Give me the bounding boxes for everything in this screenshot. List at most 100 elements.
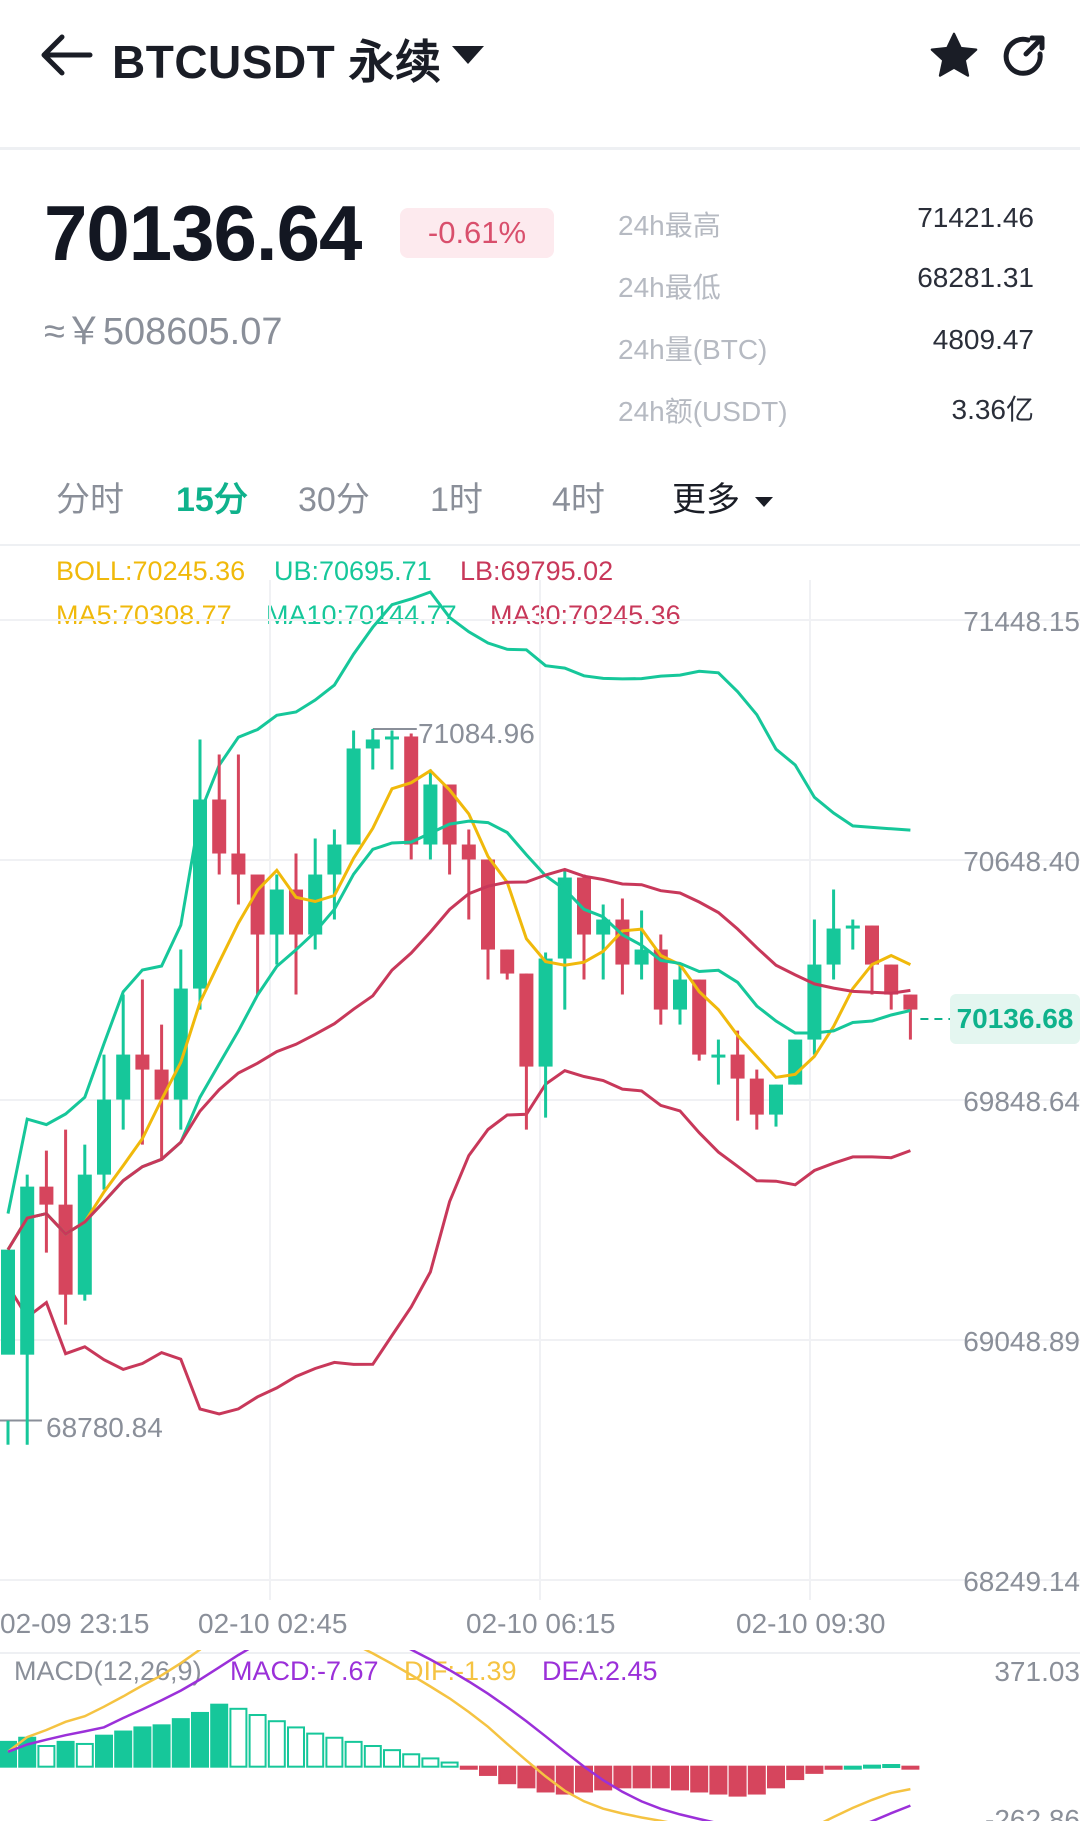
candle-body bbox=[788, 1039, 803, 1085]
macd-bar bbox=[690, 1765, 709, 1793]
symbol-title[interactable]: BTCUSDT 永续 bbox=[112, 36, 442, 88]
tab-more-caret-icon bbox=[755, 497, 774, 508]
candle-body bbox=[193, 799, 207, 989]
legend-ma10: MA10:70144.77 bbox=[266, 600, 457, 630]
macd-bar bbox=[133, 1726, 152, 1768]
tab-30m[interactable]: 30分 bbox=[298, 481, 370, 519]
macd-value: MACD:-7.67 bbox=[230, 1656, 379, 1686]
candle-body bbox=[346, 748, 361, 845]
high-annotation: 71084.96 bbox=[418, 718, 535, 749]
macd-bar bbox=[248, 1714, 267, 1768]
macd-axis-bottom: -262.86 bbox=[985, 1804, 1080, 1821]
candle-body bbox=[116, 1054, 131, 1100]
candle-body bbox=[538, 958, 553, 1067]
macd-bar bbox=[786, 1765, 805, 1781]
candle-body bbox=[20, 1186, 35, 1355]
candle-body bbox=[1, 1249, 15, 1355]
stat-label-volume: 24h量(BTC) bbox=[618, 334, 768, 365]
macd-histogram bbox=[0, 1703, 920, 1797]
candle-body bbox=[327, 844, 342, 875]
tab-time-sharing[interactable]: 分时 bbox=[56, 481, 124, 519]
candle-body bbox=[481, 859, 495, 950]
top-bar: BTCUSDT 永续 bbox=[0, 0, 1080, 150]
macd-bar bbox=[37, 1745, 56, 1768]
candle-body bbox=[289, 889, 303, 935]
tab-more[interactable]: 更多 bbox=[672, 472, 775, 521]
macd-bar bbox=[479, 1765, 497, 1776]
legend-boll: BOLL:70245.36 bbox=[56, 556, 246, 586]
back-arrow-icon[interactable] bbox=[38, 28, 98, 82]
candle-body bbox=[865, 925, 879, 965]
macd-bar bbox=[152, 1724, 171, 1768]
legend-ub: UB:70695.71 bbox=[274, 556, 432, 586]
stat-label-high: 24h最高 bbox=[618, 210, 721, 241]
candle-body bbox=[212, 799, 227, 854]
candle-body bbox=[903, 994, 918, 1010]
candle-body bbox=[154, 1069, 169, 1100]
boll-upper-band bbox=[6, 590, 911, 1214]
macd-bar bbox=[0, 1740, 17, 1768]
tab-4h[interactable]: 4时 bbox=[552, 481, 605, 519]
macd-bar bbox=[498, 1765, 517, 1785]
boll-lower-band bbox=[6, 1069, 911, 1416]
time-axis-label: 02-10 09:30 bbox=[736, 1608, 886, 1639]
candlestick-chart[interactable] bbox=[0, 580, 1080, 1600]
candle-body bbox=[442, 784, 457, 845]
symbol-dropdown-icon[interactable] bbox=[448, 40, 488, 70]
candle-body bbox=[615, 919, 630, 965]
macd-bar bbox=[632, 1765, 651, 1789]
macd-bar bbox=[383, 1749, 401, 1768]
candle-body bbox=[673, 979, 687, 1010]
price-axis-label: 69848.64 bbox=[963, 1086, 1080, 1117]
macd-bar bbox=[421, 1757, 440, 1768]
candle-body bbox=[692, 979, 707, 1055]
macd-bar bbox=[863, 1764, 881, 1769]
stat-value-high: 71421.46 bbox=[917, 202, 1034, 233]
candle-body bbox=[58, 1204, 73, 1295]
macd-bar bbox=[267, 1720, 286, 1768]
macd-bar bbox=[747, 1765, 766, 1795]
tab-15m[interactable]: 15分 bbox=[176, 481, 248, 519]
candle-body bbox=[39, 1186, 54, 1205]
macd-bar bbox=[517, 1765, 536, 1789]
candle-body bbox=[77, 1174, 92, 1295]
macd-bar bbox=[824, 1765, 843, 1770]
moving-averages bbox=[6, 768, 912, 1251]
macd-bar bbox=[613, 1765, 632, 1789]
stat-label-low: 24h最低 bbox=[618, 272, 721, 303]
macd-bar bbox=[56, 1740, 75, 1768]
share-icon[interactable] bbox=[1000, 32, 1048, 80]
candle-body bbox=[557, 877, 572, 959]
candles bbox=[1, 728, 918, 1445]
candle-body bbox=[634, 949, 649, 965]
legend-ma30: MA30:70245.36 bbox=[490, 600, 681, 630]
stat-label-turnover: 24h额(USDT) bbox=[618, 396, 788, 427]
stat-value-turnover: 3.36亿 bbox=[951, 394, 1035, 425]
favorite-star-icon[interactable] bbox=[926, 28, 982, 84]
last-price: 70136.64 bbox=[44, 189, 362, 277]
macd-chart[interactable] bbox=[0, 1650, 1080, 1821]
macd-bar bbox=[767, 1765, 785, 1789]
candle-body bbox=[807, 964, 822, 1040]
macd-bar bbox=[651, 1765, 670, 1789]
macd-bar bbox=[75, 1742, 94, 1768]
candle-body bbox=[711, 1054, 726, 1058]
macd-bar bbox=[114, 1730, 133, 1768]
tab-1h[interactable]: 1时 bbox=[430, 481, 483, 519]
interval-tabs: 分时 15分 30分 1时 4时 更多 bbox=[0, 460, 1080, 546]
macd-bar bbox=[325, 1736, 344, 1768]
macd-bar bbox=[171, 1718, 190, 1768]
candle-body bbox=[730, 1054, 745, 1079]
macd-bar bbox=[210, 1703, 229, 1768]
candle-body bbox=[269, 889, 284, 935]
candle-body bbox=[97, 1099, 111, 1175]
candle-body bbox=[653, 949, 668, 1010]
stat-value-volume: 4809.47 bbox=[932, 324, 1034, 355]
low-annotation: 68780.84 bbox=[46, 1412, 163, 1443]
candle-body bbox=[231, 853, 246, 875]
macd-bar bbox=[287, 1726, 305, 1768]
candle-body bbox=[845, 925, 860, 929]
candle-body bbox=[826, 928, 841, 965]
macd-bar bbox=[344, 1740, 363, 1768]
price-axis-label: 68249.14 bbox=[963, 1566, 1080, 1597]
